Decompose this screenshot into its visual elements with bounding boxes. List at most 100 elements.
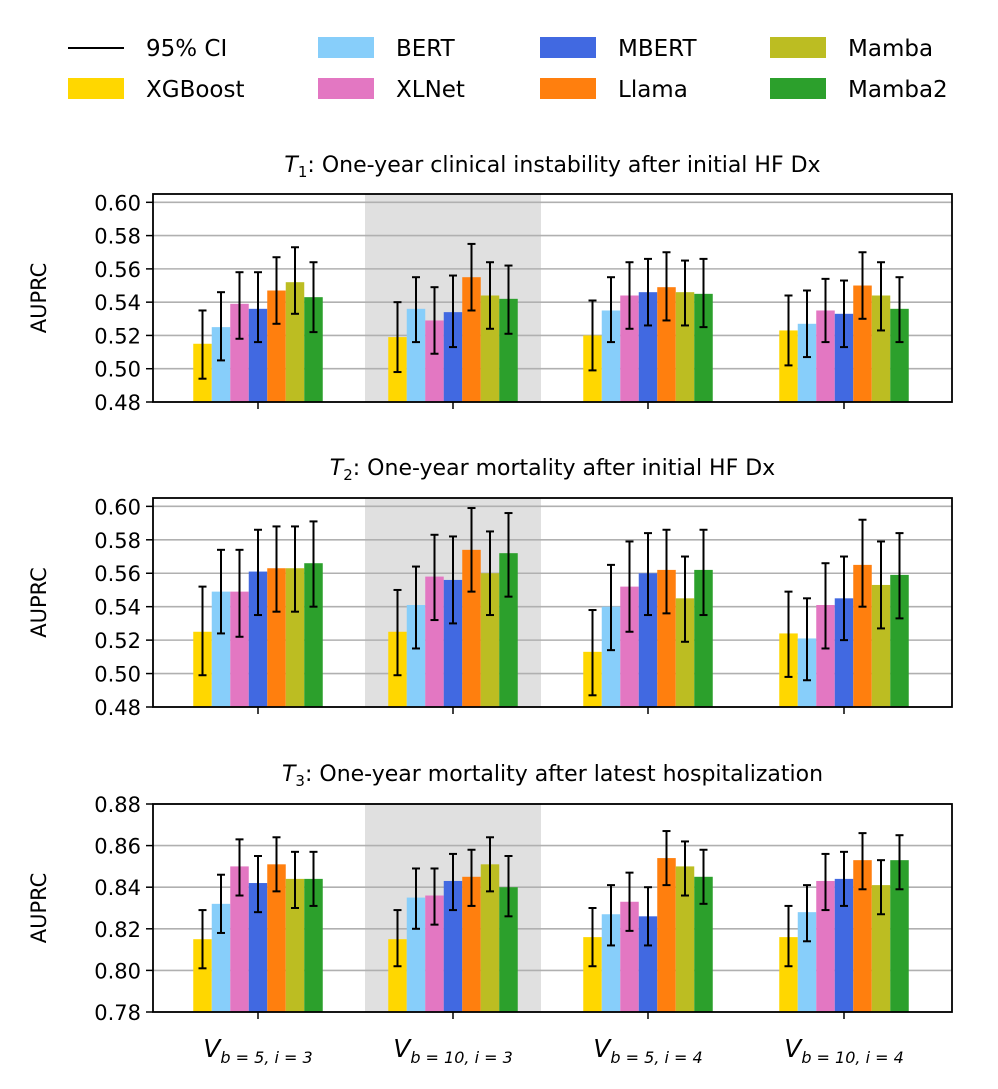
error-bar — [467, 242, 476, 312]
error-bar — [393, 301, 402, 374]
axes-frame — [152, 497, 953, 708]
error-bar — [486, 530, 494, 617]
y-tick-label: 0.60 — [94, 191, 141, 215]
bar-xlnet — [425, 576, 444, 707]
error-bar — [625, 871, 634, 932]
legend-entry-ci: 95% CI — [68, 36, 227, 62]
error-bar — [784, 590, 793, 678]
legend-swatch — [770, 78, 826, 99]
bar-mamba2 — [304, 878, 323, 1012]
bar-bert — [601, 606, 621, 707]
error-bar — [449, 852, 457, 912]
legend-label: MBERT — [618, 36, 697, 62]
x-tick-label: Vb = 10, i = 4 — [784, 1034, 904, 1067]
error-bar — [217, 548, 225, 635]
legend-swatch — [770, 37, 826, 58]
bar-mbert — [443, 880, 463, 1012]
error-bar — [607, 276, 615, 344]
bar-mbert — [834, 313, 854, 402]
legend-swatch — [540, 78, 596, 99]
bar-mamba — [675, 598, 695, 707]
legend: 95% CI BERT MBERT Mamba XGBoost XLNet Llama Mam… — [68, 36, 948, 103]
bar-xgboost — [583, 937, 602, 1012]
error-bar — [235, 271, 244, 340]
error-bar — [272, 836, 281, 893]
error-bar — [486, 836, 494, 893]
error-bar — [254, 528, 262, 617]
error-bar — [607, 563, 615, 652]
panel-1: 0.48 0.50 0.52 0.54 0.56 0.58 0.60 AUPRC T1: One… — [27, 153, 953, 415]
legend-label: Llama — [618, 77, 688, 103]
y-tick-label: 0.48 — [94, 696, 141, 720]
chart-title: T3: One-year mortality after latest hosp… — [282, 762, 823, 790]
bar-bert — [406, 897, 426, 1012]
legend-label: XLNet — [396, 77, 465, 103]
error-bar — [467, 848, 476, 907]
y-tick-label: 0.50 — [94, 663, 141, 687]
legend-swatch — [318, 37, 374, 58]
y-tick-label: 0.80 — [94, 959, 141, 983]
bar-mbert — [638, 573, 658, 707]
y-axis-label: AUPRC — [27, 567, 51, 638]
error-bar — [858, 832, 867, 891]
error-bar — [644, 257, 652, 327]
error-bar — [784, 904, 793, 968]
error-bar — [504, 855, 513, 918]
bar-mamba — [285, 568, 305, 707]
error-bar — [309, 520, 318, 608]
bar-mamba — [675, 866, 695, 1012]
bar-xlnet — [425, 320, 444, 402]
bar-llama — [267, 290, 286, 402]
error-bar — [625, 540, 634, 633]
bar-llama — [267, 568, 286, 707]
error-bar — [877, 261, 885, 332]
bar-mbert — [834, 598, 854, 707]
error-bar — [504, 264, 513, 335]
error-bar — [198, 909, 207, 970]
bar-llama — [853, 860, 872, 1012]
legend-ci-label: 95% CI — [146, 36, 227, 62]
bar-xlnet — [425, 895, 444, 1012]
x-tick-label: Vb = 10, i = 3 — [393, 1034, 513, 1067]
x-tick-label: Vb = 5, i = 3 — [203, 1034, 312, 1067]
bar-llama — [462, 277, 481, 402]
y-tick-label: 0.54 — [94, 596, 141, 620]
error-bar — [662, 830, 671, 887]
chart-title: T1: One-year clinical instability after … — [284, 153, 820, 181]
legend-label: Mamba — [848, 36, 933, 62]
bar-xgboost — [193, 939, 212, 1012]
y-axis-label: AUPRC — [27, 263, 51, 334]
error-bar — [486, 261, 494, 330]
bar-mamba — [871, 885, 891, 1012]
y-tick-label: 0.60 — [94, 495, 141, 519]
bar-xlnet — [230, 303, 249, 402]
bar-xlnet — [816, 880, 835, 1012]
bar-mbert — [248, 883, 268, 1012]
legend-entry-bert: BERT — [318, 36, 456, 62]
legend-swatch — [318, 78, 374, 99]
x-tick-labels: Vb = 5, i = 3 Vb = 10, i = 3 Vb = 5, i = 4… — [203, 1034, 903, 1067]
bar-mamba2 — [694, 876, 713, 1012]
error-bar — [895, 532, 904, 620]
y-tick-label: 0.56 — [94, 258, 141, 282]
bar-mamba — [871, 584, 891, 707]
error-bar — [644, 532, 652, 617]
bar-mamba — [480, 573, 500, 707]
error-bar — [198, 585, 207, 677]
error-bar — [504, 512, 513, 598]
error-bar — [858, 518, 867, 608]
error-bar — [272, 525, 281, 613]
bar-mamba2 — [304, 563, 323, 707]
error-bar — [309, 850, 318, 907]
bar-xlnet — [620, 586, 639, 707]
bar-mbert — [443, 579, 463, 707]
y-tick-label: 0.58 — [94, 225, 141, 249]
bar-mamba — [871, 295, 891, 402]
bar-mamba — [480, 295, 500, 402]
y-tick-label: 0.52 — [94, 324, 141, 348]
error-bar — [644, 886, 652, 947]
bar-bert — [211, 327, 231, 402]
error-bar — [895, 834, 904, 891]
y-tick-label: 0.48 — [94, 391, 141, 415]
